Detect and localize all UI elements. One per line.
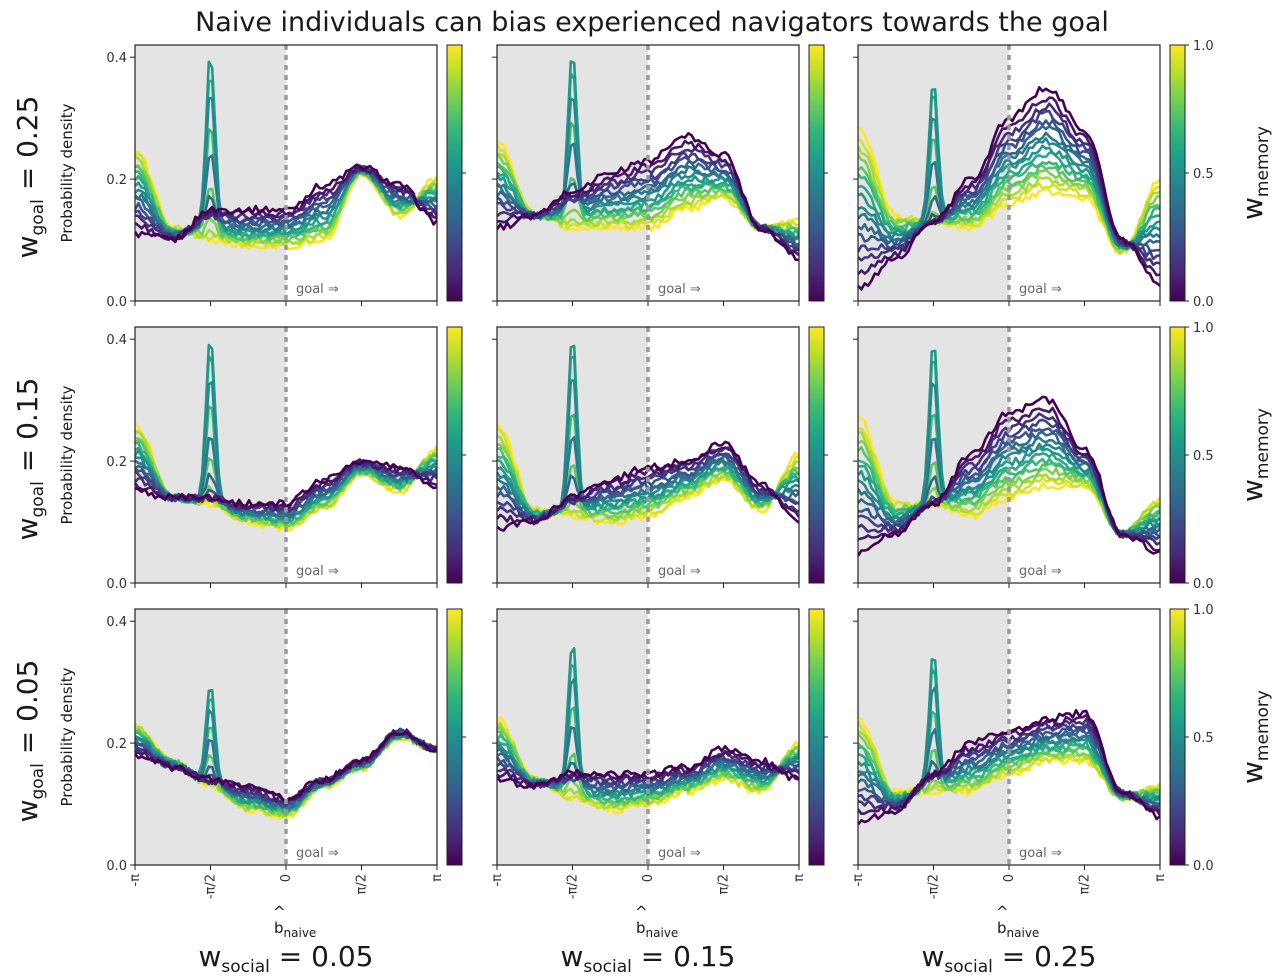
- panel-2-3: goal ⇒ 0.0 0.5 1.0 wmemory: [853, 321, 1273, 592]
- panel-2-1: goal ⇒ 0.0 0.2 0.4 Probability density: [58, 326, 466, 592]
- goal-annotation: goal ⇒: [296, 846, 339, 861]
- x-tick-label: π/2: [355, 874, 370, 894]
- shaded-region: [135, 327, 286, 583]
- colorbar-tick-label: 0.5: [1193, 731, 1214, 746]
- colorbar-tick-label: 0.0: [1193, 859, 1214, 874]
- x-tick-label: -π/2: [566, 874, 581, 899]
- colorbar: [808, 608, 825, 866]
- goal-annotation: goal ⇒: [296, 564, 339, 579]
- panel-3-1: goal ⇒ 0.0 0.2 0.4 -π -π/2 0 π/2 π Probability de…: [58, 608, 466, 940]
- y-axis-label: Probability density: [58, 667, 76, 806]
- series-line: [858, 138, 1160, 250]
- colorbar: [446, 326, 463, 584]
- x-tick-label: -π/2: [927, 874, 942, 899]
- goal-annotation: goal ⇒: [658, 282, 701, 297]
- colorbar-label: wmemory: [1236, 408, 1273, 502]
- x-tick-label: π/2: [717, 874, 732, 894]
- colorbar: [446, 608, 463, 866]
- x-tick-label: 0: [279, 874, 294, 882]
- series-line: [858, 395, 1160, 557]
- colorbar: [1169, 608, 1186, 866]
- colorbar-tick-label: 0.0: [1193, 295, 1214, 310]
- figure-title: Naive individuals can bias experienced n…: [195, 7, 1109, 38]
- colorbar: [808, 326, 825, 584]
- colorbar: [446, 44, 463, 302]
- goal-annotation: goal ⇒: [1019, 564, 1062, 579]
- shaded-region: [135, 609, 286, 865]
- x-tick-label: -π: [128, 874, 143, 887]
- goal-annotation: goal ⇒: [1019, 846, 1062, 861]
- row-label-1: wgoal = 0.25: [11, 96, 48, 259]
- y-tick-label: 0.4: [106, 51, 127, 66]
- y-axis-label: Probability density: [58, 385, 76, 524]
- shaded-region: [497, 609, 648, 865]
- colorbar-tick-label: 1.0: [1193, 321, 1214, 336]
- x-axis-label: bnaive: [274, 919, 316, 940]
- x-tick-label: -π/2: [204, 874, 219, 899]
- series-line: [135, 166, 437, 241]
- y-tick-label: 0.2: [106, 737, 127, 752]
- y-tick-label: 0.4: [106, 615, 127, 630]
- colorbar-label: wmemory: [1236, 126, 1273, 220]
- y-tick-label: 0.0: [106, 295, 127, 310]
- colorbar-tick-label: 0.5: [1193, 449, 1214, 464]
- x-axis-hat: ^: [273, 903, 286, 921]
- colorbar-tick-label: 0.5: [1193, 167, 1214, 182]
- colorbar-tick-label: 1.0: [1193, 39, 1214, 54]
- panel-3-2: goal ⇒ -π -π/2 0 π/2 π bnaive^: [490, 608, 828, 940]
- x-tick-label: -π: [851, 874, 866, 887]
- shaded-region: [497, 327, 648, 583]
- colorbar-tick-label: 1.0: [1193, 603, 1214, 618]
- y-tick-label: 0.2: [106, 173, 127, 188]
- y-tick-label: 0.2: [106, 455, 127, 470]
- y-tick-label: 0.4: [106, 333, 127, 348]
- x-tick-label: π: [430, 874, 445, 882]
- panel-1-2: goal ⇒: [492, 44, 828, 306]
- y-tick-label: 0.0: [106, 859, 127, 874]
- x-tick-label: -π: [490, 874, 505, 887]
- x-tick-label: π/2: [1078, 874, 1093, 894]
- panel-1-1: goal ⇒ 0.0 0.2 0.4 Probability density: [58, 44, 466, 310]
- series-line: [497, 440, 799, 532]
- row-label-2: wgoal = 0.15: [11, 378, 48, 541]
- col-label-3: wsocial = 0.25: [922, 940, 1097, 977]
- shaded-region: [858, 609, 1009, 865]
- x-axis-label: bnaive: [636, 919, 678, 940]
- colorbar: [1169, 44, 1186, 302]
- colorbar-tick-label: 0.0: [1193, 577, 1214, 592]
- x-tick-label: 0: [1002, 874, 1017, 882]
- colorbar: [808, 44, 825, 302]
- y-tick-label: 0.0: [106, 577, 127, 592]
- colorbar: [1169, 326, 1186, 584]
- row-label-3: wgoal = 0.05: [11, 660, 48, 823]
- colorbar-label: wmemory: [1236, 690, 1273, 784]
- x-axis-hat: ^: [996, 903, 1009, 921]
- x-axis-hat: ^: [635, 903, 648, 921]
- goal-annotation: goal ⇒: [296, 282, 339, 297]
- x-tick-label: π: [1153, 874, 1168, 882]
- col-label-1: wsocial = 0.05: [199, 940, 374, 977]
- col-label-2: wsocial = 0.15: [561, 940, 736, 977]
- panel-1-3: goal ⇒ 0.0 0.5 1.0 wmemory: [853, 39, 1273, 310]
- shaded-region: [135, 45, 286, 301]
- goal-annotation: goal ⇒: [658, 846, 701, 861]
- goal-annotation: goal ⇒: [658, 564, 701, 579]
- shaded-region: [858, 327, 1009, 583]
- y-axis-label: Probability density: [58, 103, 76, 242]
- goal-annotation: goal ⇒: [1019, 282, 1062, 297]
- x-tick-label: π: [792, 874, 807, 882]
- x-axis-label: bnaive: [997, 919, 1039, 940]
- x-tick-label: 0: [641, 874, 656, 882]
- panel-3-3: goal ⇒ -π -π/2 0 π/2 π bnaive^ 0.0 0.5 1.0 wmemory: [851, 603, 1273, 940]
- panel-2-2: goal ⇒: [492, 326, 828, 588]
- series-line: [135, 459, 437, 509]
